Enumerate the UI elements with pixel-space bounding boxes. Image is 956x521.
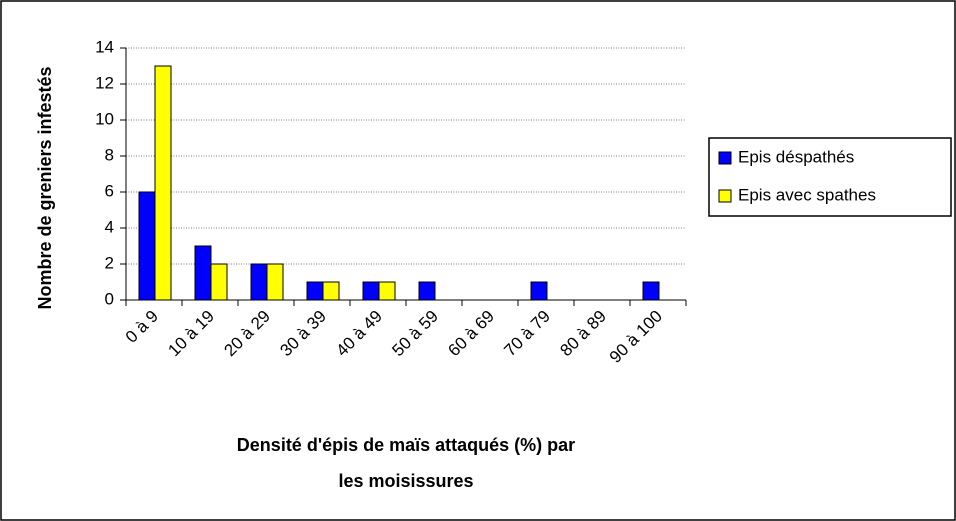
bar xyxy=(154,65,172,301)
y-tick-label: 2 xyxy=(105,253,114,272)
y-axis-title: Nombre de greniers infestés xyxy=(35,66,55,309)
bar xyxy=(306,281,324,301)
y-tick-label: 4 xyxy=(105,217,114,236)
bar xyxy=(418,281,436,301)
legend-label: Epis déspathés xyxy=(738,147,854,166)
bar xyxy=(322,281,340,301)
y-tick-label: 0 xyxy=(105,289,114,308)
y-tick-label: 14 xyxy=(95,37,114,56)
bar xyxy=(210,263,228,301)
bar xyxy=(530,281,548,301)
y-tick-label: 6 xyxy=(105,181,114,200)
legend-box xyxy=(708,137,952,217)
bar xyxy=(138,191,156,301)
bar xyxy=(378,281,396,301)
y-tick-label: 12 xyxy=(95,73,114,92)
x-axis-title: les moisissures xyxy=(338,471,473,491)
legend-swatch xyxy=(718,189,732,203)
bar xyxy=(194,245,212,301)
legend-label: Epis avec spathes xyxy=(738,185,876,204)
x-axis-title: Densité d'épis de maïs attaqués (%) par xyxy=(237,435,575,455)
bar xyxy=(266,263,284,301)
y-tick-label: 10 xyxy=(95,109,114,128)
bar xyxy=(250,263,268,301)
bar xyxy=(642,281,660,301)
legend-swatch xyxy=(718,151,732,165)
bar xyxy=(362,281,380,301)
y-tick-label: 8 xyxy=(105,145,114,164)
